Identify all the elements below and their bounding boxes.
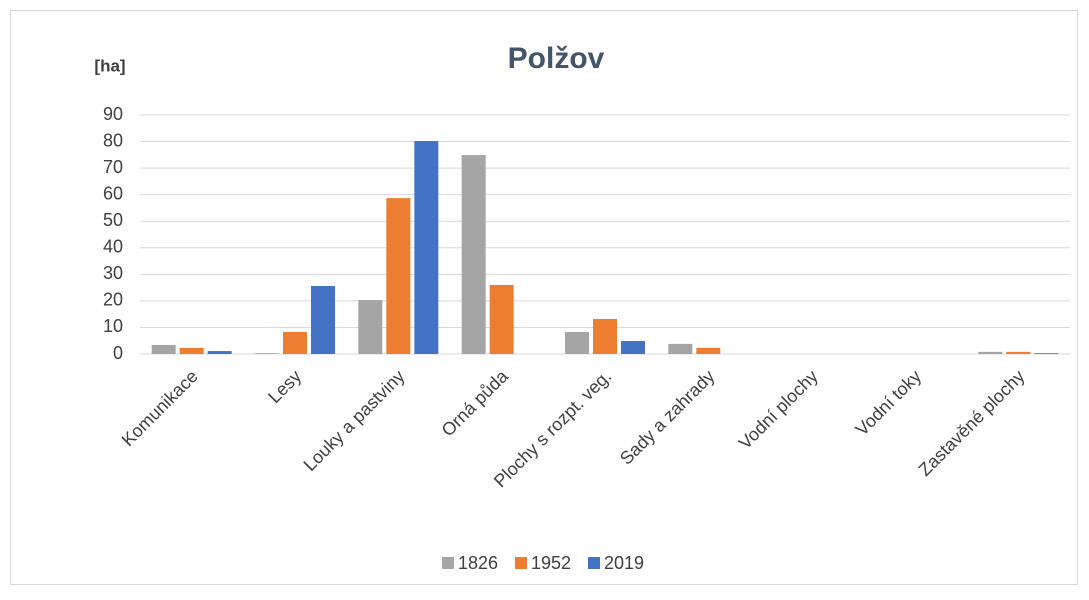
chart-title: Polžov [508,42,605,75]
bar [565,331,589,354]
bar [151,344,176,354]
bar [207,351,232,354]
legend-label: 2019 [604,553,644,573]
bar [461,155,486,354]
chart-frame [10,10,1078,585]
bar [311,286,335,354]
bar [414,141,439,354]
bar [255,353,279,354]
bar [1006,351,1031,354]
y-tick-label: 10 [103,316,123,336]
y-tick-label: 50 [103,210,123,230]
bar [668,343,693,354]
legend-swatch [442,557,454,569]
y-tick-label: 60 [103,183,123,203]
bar [358,300,383,354]
y-tick-label: 40 [103,237,123,257]
y-tick-label: 70 [103,157,123,177]
bar [621,340,645,354]
bar [179,347,204,354]
bar [1034,353,1059,354]
legend-label: 1952 [531,553,571,573]
bar [283,331,307,354]
y-tick-label: 20 [103,290,123,310]
legend-swatch [515,557,527,569]
bar [386,198,411,354]
bar [489,284,514,354]
y-tick-label: 30 [103,263,123,283]
y-axis-label: [ha] [94,56,125,75]
y-tick-label: 0 [113,343,123,363]
bar [593,318,617,354]
bar [978,351,1003,354]
bar [696,347,721,354]
legend-label: 1826 [458,553,498,573]
legend-swatch [588,557,600,569]
y-tick-label: 80 [103,130,123,150]
y-tick-label: 90 [103,104,123,124]
